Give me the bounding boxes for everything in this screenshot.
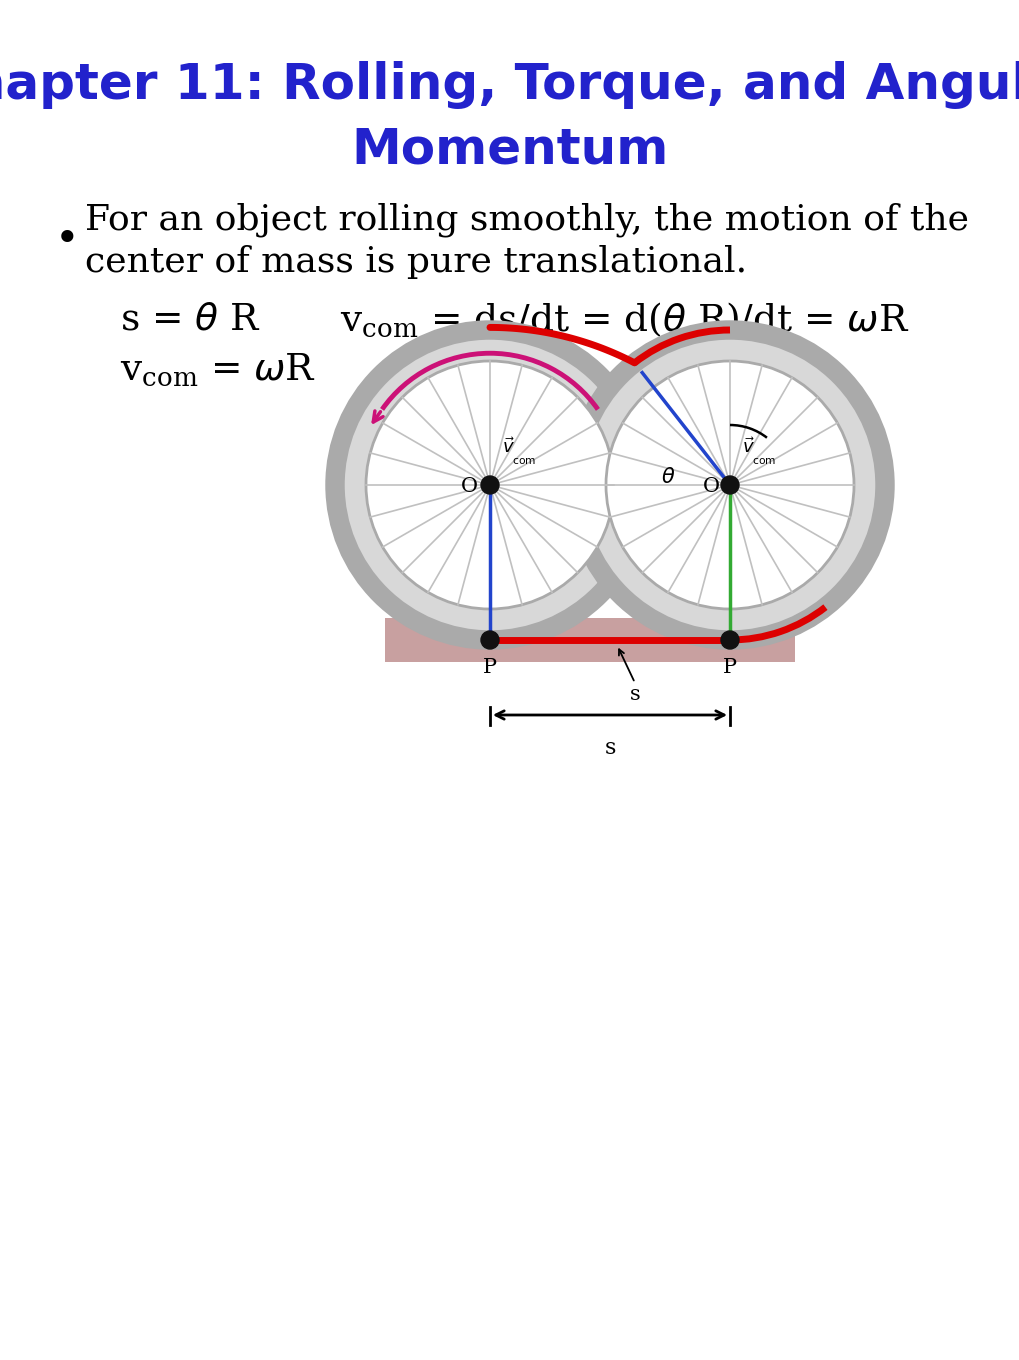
Text: $_\mathrm{com}$: $_\mathrm{com}$ bbox=[512, 452, 536, 466]
Text: Momentum: Momentum bbox=[351, 126, 668, 174]
Text: O: O bbox=[461, 477, 478, 496]
Text: P: P bbox=[483, 658, 496, 677]
Circle shape bbox=[721, 477, 738, 492]
Text: center of mass is pure translational.: center of mass is pure translational. bbox=[85, 245, 746, 279]
Text: $\vec{v}$: $\vec{v}$ bbox=[501, 437, 515, 457]
Text: $\vec{v}$: $\vec{v}$ bbox=[741, 437, 754, 457]
Text: v$_\mathregular{com}$ = ds/dt = d($\theta$ R)/dt = $\omega$R: v$_\mathregular{com}$ = ds/dt = d($\thet… bbox=[339, 301, 909, 339]
Circle shape bbox=[605, 360, 853, 609]
Circle shape bbox=[366, 360, 613, 609]
Text: s = $\theta$ R: s = $\theta$ R bbox=[120, 302, 260, 339]
Circle shape bbox=[482, 477, 497, 492]
Text: s: s bbox=[603, 737, 615, 759]
Bar bbox=[384, 617, 794, 662]
Circle shape bbox=[334, 330, 644, 641]
Text: v$_\mathregular{com}$ = $\omega$R: v$_\mathregular{com}$ = $\omega$R bbox=[120, 352, 316, 389]
Circle shape bbox=[481, 631, 498, 649]
Text: •: • bbox=[55, 219, 79, 261]
Text: P: P bbox=[722, 658, 737, 677]
Text: s: s bbox=[629, 685, 640, 704]
Circle shape bbox=[481, 476, 498, 494]
Circle shape bbox=[720, 476, 739, 494]
Circle shape bbox=[575, 330, 884, 641]
Text: Chapter 11: Rolling, Torque, and Angular: Chapter 11: Rolling, Torque, and Angular bbox=[0, 61, 1019, 109]
Text: $_\mathrm{com}$: $_\mathrm{com}$ bbox=[751, 452, 775, 466]
Text: $\theta$: $\theta$ bbox=[660, 466, 675, 487]
Text: For an object rolling smoothly, the motion of the: For an object rolling smoothly, the moti… bbox=[85, 203, 968, 237]
Text: O: O bbox=[702, 477, 719, 496]
Circle shape bbox=[720, 631, 739, 649]
